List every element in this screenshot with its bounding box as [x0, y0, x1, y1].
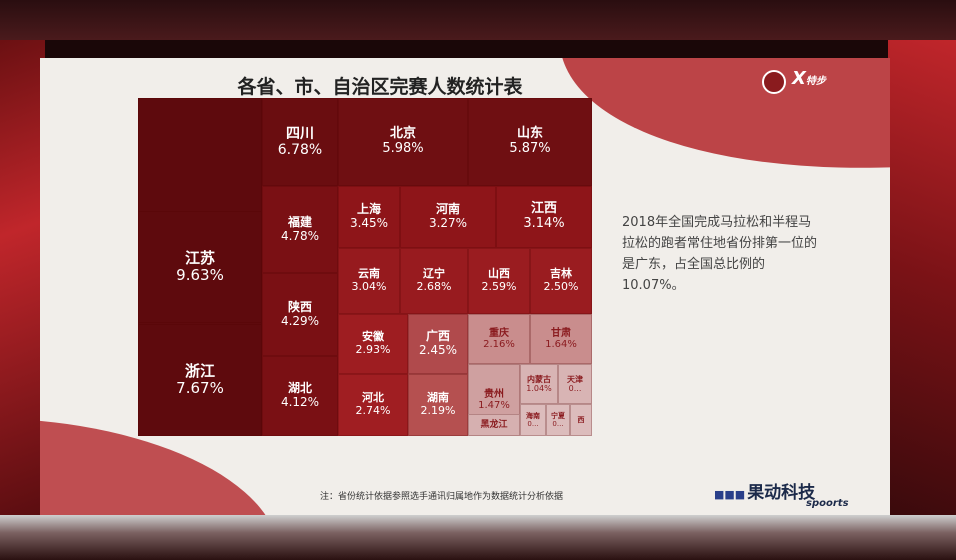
tile-name: 山西 — [488, 267, 510, 281]
treemap-tile: 吉林 2.50% — [530, 248, 592, 314]
tile-value: 1.04% — [526, 384, 552, 393]
tile-value: 0... — [527, 420, 539, 428]
sponsor-logo-icon — [762, 70, 786, 94]
tile-value: 2.74% — [355, 404, 391, 417]
stage-wing-right — [888, 40, 956, 515]
tile-value: 2.16% — [483, 339, 515, 350]
tile-name: 江西 — [530, 201, 557, 217]
tile-name: 宁夏 — [551, 411, 565, 420]
tile-value: 6.78% — [277, 142, 323, 158]
treemap-tile: 天津 0... — [558, 364, 592, 404]
tile-name: 福建 — [287, 214, 312, 229]
tile-name: 湖北 — [287, 381, 312, 396]
treemap-tile: 西 — [570, 404, 592, 436]
tile-value: 5.87% — [509, 141, 551, 156]
treemap-tile: 云南 3.04% — [338, 248, 400, 314]
treemap-tile: 广西 2.45% — [408, 314, 468, 374]
footnote: 注：省份统计依据参照选手通讯归属地作为数据统计分析依据 — [320, 492, 564, 502]
tile-value: 3.14% — [523, 216, 565, 231]
decor-swoosh — [560, 58, 890, 217]
treemap-tile: 山东 5.87% — [468, 98, 592, 186]
treemap-tile: 江西 3.14% — [496, 186, 592, 248]
tile-name: 黑龙江 — [480, 419, 508, 430]
treemap-tile: 黑龙江 — [468, 414, 520, 436]
treemap-tile: 河南 3.27% — [400, 186, 496, 248]
treemap-tile: 河北 2.74% — [338, 374, 408, 436]
tile-value: 1.47% — [478, 400, 510, 411]
tile-name: 天津 — [567, 374, 583, 384]
treemap-tile: 福建 4.78% — [262, 186, 338, 273]
tile-value: 2.45% — [418, 343, 458, 357]
stage-floor — [0, 515, 956, 560]
treemap-tile: 湖北 4.12% — [262, 356, 338, 436]
tile-name: 上海 — [356, 202, 381, 217]
stage-wing-left — [0, 40, 45, 515]
tile-name: 海南 — [526, 411, 540, 420]
treemap-tile: 四川 6.78% — [262, 98, 338, 186]
tile-name: 河北 — [362, 391, 384, 405]
treemap-tile: 北京 5.98% — [338, 98, 468, 186]
tile-name: 西 — [577, 415, 585, 424]
tile-value: 0... — [552, 420, 564, 428]
treemap-tile: 浙江 7.67% — [138, 324, 262, 436]
tile-name: 辽宁 — [423, 267, 445, 281]
tile-value: 2.19% — [420, 404, 456, 417]
tile-value: 0... — [568, 384, 582, 393]
tile-name: 广西 — [425, 329, 450, 344]
tile-name: 安徽 — [362, 330, 384, 344]
treemap-tile: 陕西 4.29% — [262, 273, 338, 356]
tile-name: 陕西 — [287, 299, 312, 314]
tile-value: 2.93% — [355, 343, 391, 356]
treemap-tile: 上海 3.45% — [338, 186, 400, 248]
tile-name: 甘肃 — [551, 327, 571, 339]
tile-value: 7.67% — [176, 379, 224, 397]
tile-name: 重庆 — [489, 327, 509, 339]
treemap-tile: 甘肃 1.64% — [530, 314, 592, 364]
tile-name: 江苏 — [184, 248, 215, 267]
tile-name: 浙江 — [184, 361, 215, 380]
tile-value: 4.29% — [280, 313, 320, 328]
tile-name: 云南 — [358, 267, 380, 281]
tile-value: 4.12% — [280, 395, 320, 409]
tile-value: 2.50% — [543, 280, 579, 293]
treemap-tile: 山西 2.59% — [468, 248, 530, 314]
tile-value: 5.98% — [382, 141, 424, 156]
treemap-tile: 重庆 2.16% — [468, 314, 530, 364]
tile-name: 山东 — [516, 126, 543, 142]
brand-logo: ■■■ 果动科技 spoorts — [714, 483, 849, 509]
tile-value: 4.78% — [280, 228, 320, 243]
treemap-tile: 海南 0... — [520, 404, 546, 436]
tile-value: 2.59% — [481, 280, 517, 293]
brand-dots-icon: ■■■ — [714, 488, 746, 501]
tile-name: 河南 — [435, 202, 460, 217]
side-description: 2018年全国完成马拉松和半程马拉松的跑者常住地省份排第一位的是广东，占全国总比… — [622, 215, 818, 293]
treemap-tile: 江苏 9.63% — [138, 211, 262, 323]
tile-value: 3.27% — [428, 216, 468, 230]
tile-name: 吉林 — [550, 267, 572, 281]
tile-name: 内蒙古 — [527, 374, 551, 384]
treemap-tile: 内蒙古 1.04% — [520, 364, 558, 404]
presentation-screen: 各省、市、自治区完赛人数统计表 X特步 广东10.07%江苏9.63%浙江7.6… — [40, 58, 890, 518]
tile-value: 1.64% — [545, 339, 577, 350]
stage-top — [0, 0, 956, 40]
treemap-tile: 湖南 2.19% — [408, 374, 468, 436]
tile-name: 贵州 — [484, 388, 504, 400]
tile-name: 湖南 — [427, 391, 449, 405]
xtep-logo: X特步 — [792, 68, 826, 89]
tile-name: 四川 — [286, 125, 314, 142]
slide-title: 各省、市、自治区完赛人数统计表 — [237, 76, 523, 98]
tile-name: 北京 — [389, 126, 416, 142]
treemap-chart: 广东10.07%江苏9.63%浙江7.67%四川6.78%北京5.98%山东5.… — [138, 98, 592, 436]
tile-value: 3.45% — [349, 216, 389, 230]
treemap-tile: 安徽 2.93% — [338, 314, 408, 374]
tile-value: 9.63% — [176, 266, 224, 284]
tile-value: 2.68% — [416, 280, 452, 293]
tile-value: 3.04% — [351, 280, 387, 293]
treemap-tile: 宁夏 0... — [546, 404, 570, 436]
treemap-tile: 辽宁 2.68% — [400, 248, 468, 314]
